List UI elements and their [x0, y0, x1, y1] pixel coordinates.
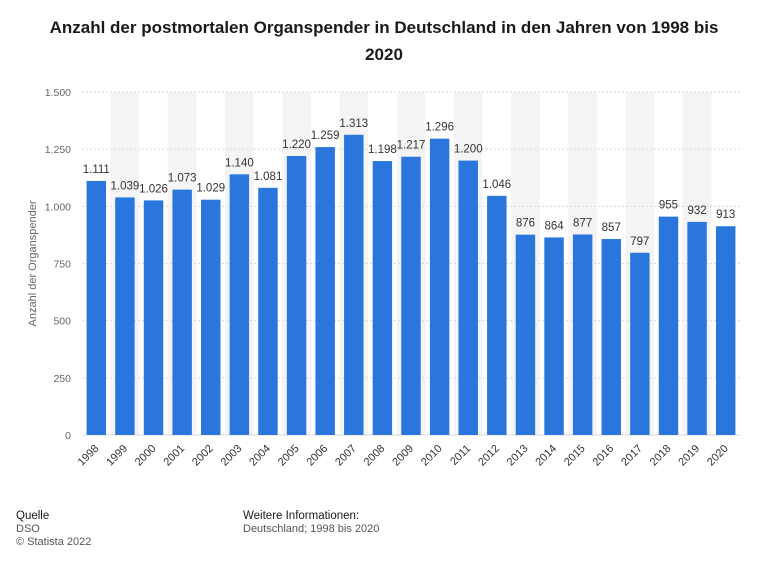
value-label: 1.081	[254, 171, 283, 183]
x-tick-label: 2004	[247, 443, 273, 469]
bar-2001	[172, 189, 192, 435]
bar-2004	[258, 187, 278, 435]
x-tick-label: 1999	[104, 443, 130, 469]
bar-2003	[229, 174, 250, 435]
bar-2000	[143, 200, 164, 435]
x-tick-label: 2000	[133, 443, 159, 469]
x-tick-label: 2014	[533, 443, 559, 469]
value-label: 1.140	[225, 157, 254, 169]
bar-2016	[601, 239, 621, 435]
value-label: 797	[630, 236, 649, 248]
bar-1999	[115, 197, 135, 435]
y-tick-label: 250	[53, 373, 71, 385]
bar-2009	[401, 156, 421, 436]
value-label: 1.217	[397, 140, 426, 152]
value-label: 1.200	[454, 144, 483, 156]
info-block: Weitere Informationen: Deutschland; 1998…	[243, 510, 379, 536]
info-heading: Weitere Informationen:	[243, 510, 360, 522]
value-label: 1.046	[482, 179, 511, 191]
info-text: Deutschland; 1998 bis 2020	[243, 523, 380, 535]
value-label: 876	[516, 218, 535, 230]
x-tick-label: 2016	[591, 443, 617, 469]
bars	[86, 134, 736, 436]
y-axis-label: Anzahl der Organspender	[27, 200, 39, 326]
bar-2014	[544, 237, 564, 435]
x-tick-label: 1998	[76, 443, 102, 469]
value-label: 1.313	[339, 118, 368, 130]
x-tick-label: 2020	[705, 443, 731, 469]
x-tick-label: 2018	[648, 443, 674, 469]
value-label: 1.029	[196, 183, 225, 195]
chart-title: Anzahl der postmortalen Organspender in …	[49, 18, 719, 64]
bar-2012	[487, 195, 507, 435]
value-label: 913	[716, 209, 735, 221]
y-tick-label: 1.250	[45, 144, 71, 156]
bar-2011	[458, 160, 478, 435]
x-tick-label: 2017	[619, 443, 645, 469]
value-label: 1.198	[368, 144, 397, 156]
y-tick-label: 0	[65, 430, 71, 442]
x-tick-label: 2013	[505, 443, 531, 469]
source-block: Quelle DSO © Statista 2022	[16, 510, 91, 549]
value-label: 1.039	[111, 180, 140, 192]
x-tick-label: 2009	[390, 443, 416, 469]
x-tick-label: 2008	[362, 443, 388, 469]
source-heading: Quelle	[16, 510, 50, 522]
y-tick-label: 1.000	[45, 201, 71, 213]
x-tick-label: 2019	[676, 443, 702, 469]
bar-2020	[715, 226, 736, 435]
bar-2007	[344, 134, 364, 435]
source-text: DSO	[16, 523, 40, 535]
x-tick-label: 2015	[562, 443, 588, 469]
bar-2015	[572, 234, 593, 435]
value-label: 1.026	[139, 183, 168, 195]
value-label: 955	[659, 200, 678, 212]
value-label: 1.111	[83, 164, 110, 176]
bar-2008	[372, 161, 393, 436]
value-label: 857	[602, 222, 621, 234]
x-tick-label: 2010	[419, 443, 445, 469]
copyright-text: © Statista 2022	[16, 536, 92, 548]
value-label: 1.220	[282, 139, 311, 151]
value-label: 1.259	[311, 130, 340, 142]
x-tick-label: 2005	[276, 443, 302, 469]
bar-2005	[286, 156, 307, 435]
x-tick-label: 2002	[190, 443, 216, 469]
y-tick-label: 750	[53, 259, 71, 271]
y-tick-label: 1.500	[45, 87, 71, 99]
y-tick-label: 500	[53, 316, 71, 328]
value-label: 932	[687, 205, 706, 217]
bar-2019	[687, 221, 707, 435]
value-label: 877	[573, 217, 592, 229]
value-label: 1.296	[425, 122, 454, 134]
value-label: 864	[544, 220, 564, 232]
x-tick-label: 2006	[304, 443, 330, 469]
bar-2006	[315, 147, 335, 435]
y-axis-ticks: 0 250 500 750 1.000 1.250 1.500	[45, 87, 71, 442]
bar-1998	[86, 180, 107, 435]
x-tick-label: 2001	[161, 443, 187, 469]
bar-2013	[515, 234, 536, 435]
x-axis-ticks: 1998 1999 2000 2001 2002 2003 2004 2005 2006 2007…	[76, 443, 731, 469]
bar-2018	[658, 216, 679, 435]
x-tick-label: 2012	[476, 443, 502, 469]
x-tick-label: 2011	[448, 443, 473, 468]
x-tick-label: 2007	[333, 443, 359, 469]
bar-2010	[429, 138, 450, 435]
bar-2002	[201, 199, 221, 435]
value-label: 1.073	[168, 173, 197, 185]
x-tick-label: 2003	[219, 443, 245, 469]
bar-2017	[630, 252, 650, 435]
